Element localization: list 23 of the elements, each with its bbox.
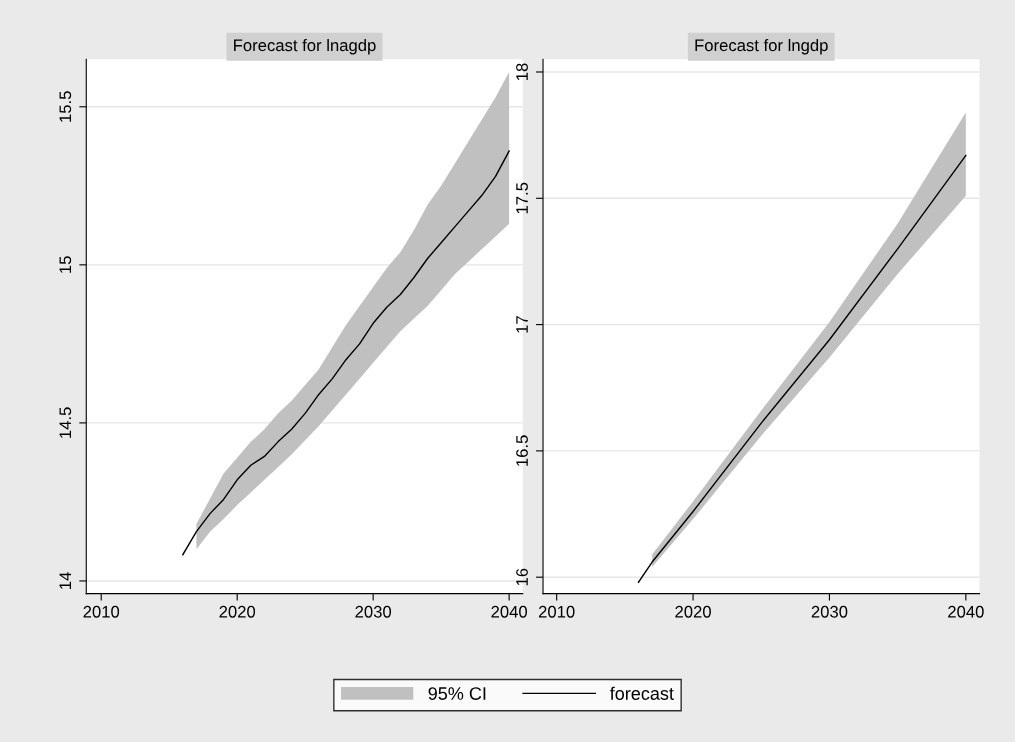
chart-title: Forecast for lnagdp xyxy=(234,38,376,55)
x-tick-label: 2010 xyxy=(83,605,120,618)
x-tick-label: 2030 xyxy=(355,605,392,618)
text: 95% CI xyxy=(428,687,486,700)
y-tick-label: 17 xyxy=(516,316,528,333)
y-tick-label: 16.5 xyxy=(516,435,528,466)
y-tick-label: 16 xyxy=(516,568,528,586)
legend-label: forecast xyxy=(609,686,674,700)
x-tick-label: 2020 xyxy=(675,605,711,618)
line-series xyxy=(637,154,967,583)
y-tick-label: 17.5 xyxy=(516,182,528,214)
y-tick-label: 15 xyxy=(59,256,72,273)
y-tick-label: 14.5 xyxy=(59,407,72,438)
y-tick-label: 15.5 xyxy=(59,91,72,122)
line-series xyxy=(182,150,510,556)
y-tick-label: 14 xyxy=(59,572,72,589)
x-tick-label: 2030 xyxy=(811,605,848,618)
x-tick-label: 2040 xyxy=(491,605,528,618)
x-tick-label: 2010 xyxy=(538,605,575,618)
chart-title: Forecast for lngdp xyxy=(695,38,828,55)
x-tick-label: 2020 xyxy=(219,605,256,618)
y-tick-label: 18 xyxy=(516,63,528,80)
x-tick-label: 2040 xyxy=(948,605,984,618)
